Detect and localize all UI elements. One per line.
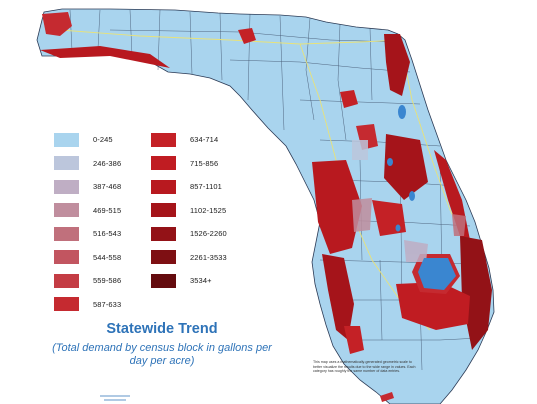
legend-item: 469-515 (54, 199, 121, 223)
legend-item: 1526-2260 (151, 222, 227, 246)
tampa-bay-cluster (312, 160, 362, 254)
legend-swatch (54, 226, 79, 241)
legend-swatch (151, 156, 176, 171)
panhandle-coast-strip (40, 46, 170, 68)
legend-swatch (151, 203, 176, 218)
legend-label: 2261-3533 (190, 252, 227, 262)
demand-hotspots (40, 12, 492, 402)
legend-label: 1526-2260 (190, 229, 227, 239)
legend-title: Statewide Trend (106, 321, 218, 337)
legend-item: 559-586 (54, 269, 121, 293)
legend-swatch (151, 132, 176, 147)
legend-label: 0-245 (93, 135, 113, 145)
legend-item: 634-714 (151, 128, 227, 152)
legend-item: 857-1101 (151, 175, 227, 199)
legend-label: 715-856 (190, 158, 219, 168)
legend-label: 3534+ (190, 276, 212, 286)
sarasota-ft-myers-strip (322, 254, 354, 340)
legend-item: 516-543 (54, 222, 121, 246)
legend-swatch (151, 226, 176, 241)
legend-item: 544-558 (54, 246, 121, 270)
legend-item: 387-468 (54, 175, 121, 199)
legend-label: 246-386 (93, 158, 122, 168)
legend-item: 246-386 (54, 152, 121, 176)
keys-dots (380, 392, 394, 402)
legend-swatch (54, 297, 79, 312)
legend-item: 1102-1525 (151, 199, 227, 223)
legend-label: 857-1101 (190, 182, 222, 192)
lakes (387, 105, 456, 290)
legend-item: 587-633 (54, 293, 121, 317)
legend-swatch (54, 250, 79, 265)
jacksonville-cluster (384, 34, 410, 96)
legend-label: 634-714 (190, 135, 219, 145)
legend-swatch (54, 156, 79, 171)
map-note: This map uses a mathematically-generated… (313, 360, 416, 374)
everglades-agri-cluster (396, 282, 470, 330)
legend-item: 715-856 (151, 152, 227, 176)
legend-column-right: 634-714 715-856 857-1101 1102-1525 1526-… (151, 128, 227, 293)
north-arrow-icon (100, 395, 130, 401)
mid-range-areas (352, 140, 466, 262)
legend-item: 2261-3533 (151, 246, 227, 270)
lake-george (398, 105, 406, 119)
legend-label: 387-468 (93, 182, 122, 192)
legend-swatch (54, 273, 79, 288)
lake-okeechobee (418, 258, 456, 290)
tallahassee-cluster (238, 28, 256, 44)
legend-swatch (151, 273, 176, 288)
orlando-cluster (384, 134, 428, 200)
legend-item: 3534+ (151, 269, 227, 293)
legend-label: 544-558 (93, 252, 122, 262)
legend-label: 516-543 (93, 229, 122, 239)
florida-state-shape (36, 8, 495, 404)
legend-swatch (54, 203, 79, 218)
legend-swatch (54, 132, 79, 147)
naples-cluster (344, 326, 364, 354)
gainesville-cluster (340, 90, 358, 108)
legend-swatch (151, 179, 176, 194)
legend-column-left: 0-245 246-386 387-468 469-515 516-543 54… (54, 128, 121, 316)
legend-label: 587-633 (93, 299, 122, 309)
legend-label: 1102-1525 (190, 205, 227, 215)
legend-swatch (151, 250, 176, 265)
legend-subtitle: (Total demand by census block in gallons… (52, 342, 272, 367)
legend-label: 559-586 (93, 276, 122, 286)
panhandle-west-cluster (42, 12, 72, 36)
legend-swatch (54, 179, 79, 194)
legend-item: 0-245 (54, 128, 121, 152)
legend-label: 469-515 (93, 205, 122, 215)
